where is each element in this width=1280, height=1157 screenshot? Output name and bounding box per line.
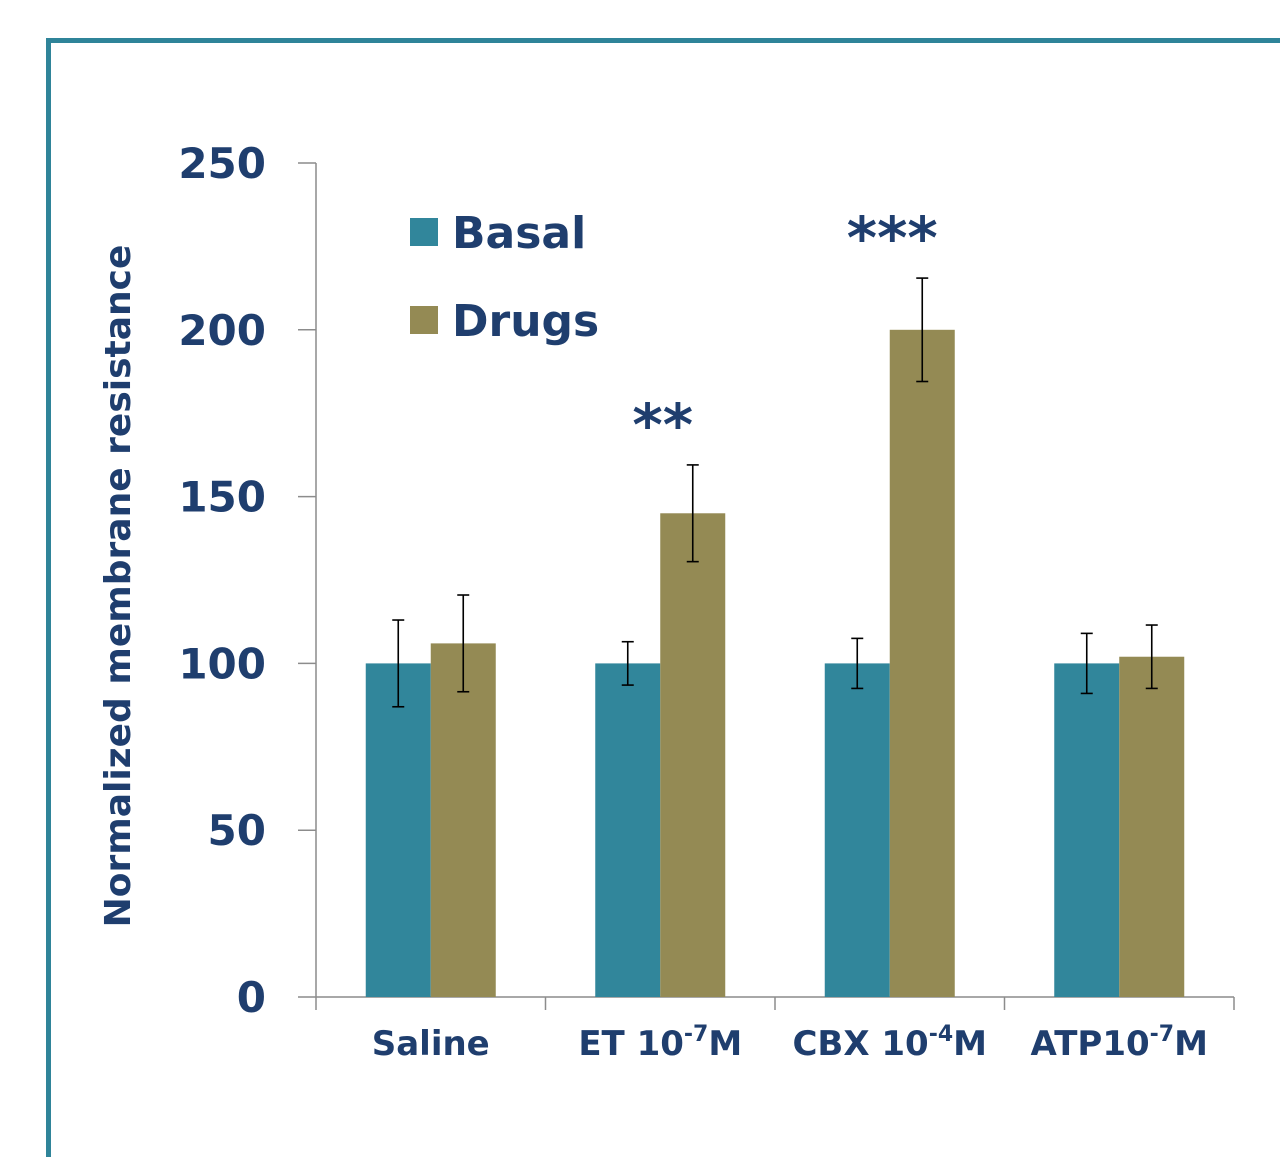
y-tick-label: 250 <box>178 139 266 188</box>
bar-drugs <box>1119 656 1185 997</box>
legend-label-basal: Basal <box>452 208 586 259</box>
figure-frame <box>46 38 1280 1157</box>
bar-basal <box>1054 663 1120 997</box>
y-tick-label: 0 <box>237 973 266 1022</box>
bar-basal <box>824 663 890 997</box>
legend-label-drugs: Drugs <box>452 296 599 347</box>
y-tick-label: 100 <box>178 639 266 688</box>
bar-drugs <box>889 329 955 997</box>
legend: Basal Drugs <box>410 208 599 347</box>
bar-drugs <box>430 643 496 997</box>
bar-drugs <box>660 513 726 997</box>
legend-swatch-basal <box>410 218 438 246</box>
x-tick-label: Saline <box>372 1024 490 1064</box>
bar-basal <box>365 663 431 997</box>
plot-area: 0 50 100 150 200 250 Saline ET 10-7M CBX 10-4M AT… <box>178 139 1235 1064</box>
bar-basal <box>595 663 661 997</box>
significance-marker: *** <box>847 204 938 272</box>
x-tick-label: CBX 10-4M <box>792 1022 987 1064</box>
significance-marker: ** <box>632 391 693 459</box>
y-tick-label: 50 <box>208 806 266 855</box>
y-axis-title: Normalized membrane resistance <box>98 245 139 928</box>
x-tick-label: ET 10-7M <box>578 1022 742 1064</box>
x-tick-label: ATP10-7M <box>1031 1022 1208 1064</box>
y-tick-label: 150 <box>178 473 266 522</box>
y-tick-label: 200 <box>178 306 266 355</box>
legend-swatch-drugs <box>410 306 438 334</box>
